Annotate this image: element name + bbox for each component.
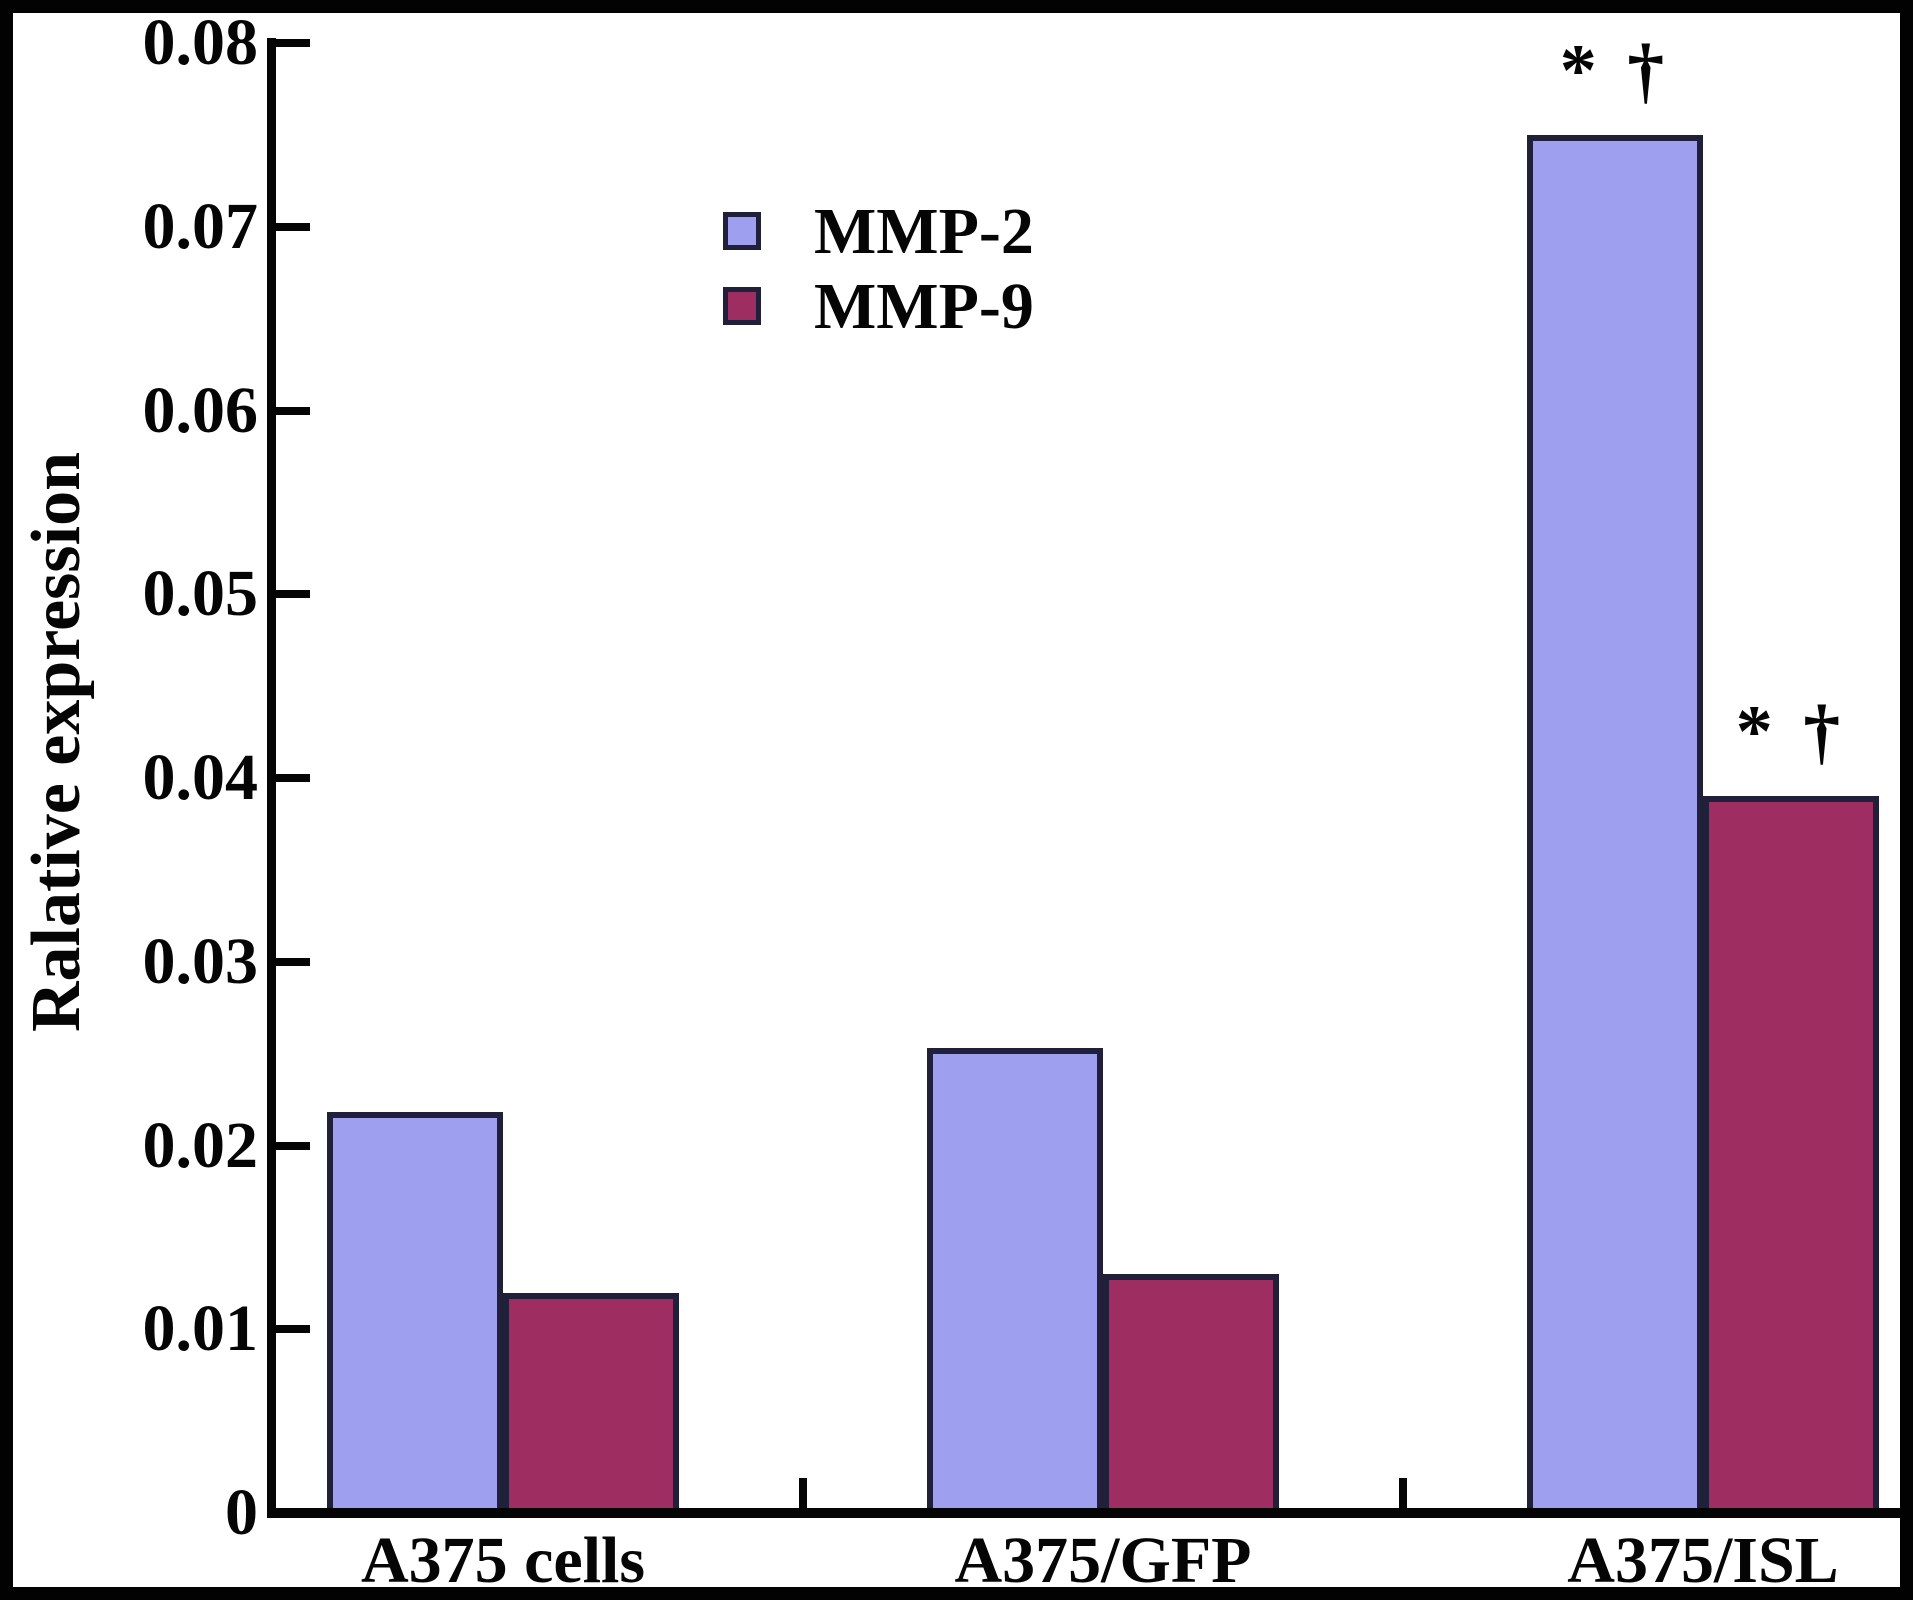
y-tick <box>274 590 310 599</box>
legend-label-mmp2: MMP-2 <box>814 195 1034 268</box>
legend-swatch-mmp9 <box>723 287 761 325</box>
y-tick-label: 0 <box>225 1476 258 1549</box>
y-tick <box>274 406 310 415</box>
y-tick <box>274 1325 310 1334</box>
bar-mmp-2-1 <box>927 1048 1103 1518</box>
significance-annotation: * † <box>1559 29 1671 112</box>
y-tick <box>274 957 310 966</box>
x-tick <box>1399 1478 1407 1513</box>
y-axis <box>267 38 276 1518</box>
y-tick-label: 0.02 <box>142 1108 259 1182</box>
y-tick-label: 0.08 <box>142 6 259 79</box>
x-axis <box>267 1508 1901 1518</box>
y-tick-label: 0.05 <box>142 557 259 631</box>
y-tick-label: 0.01 <box>142 1292 259 1366</box>
x-tick <box>799 1478 807 1513</box>
legend-swatch-mmp2 <box>723 212 761 250</box>
y-tick <box>274 774 310 782</box>
x-category-label: A375 cells <box>360 1524 646 1597</box>
y-tick-label: 0.04 <box>142 741 259 814</box>
bar-mmp-2-2 <box>1527 134 1703 1518</box>
bar-mmp-9-2 <box>1703 796 1879 1518</box>
y-tick <box>274 39 310 47</box>
x-category-label: A375/ISL <box>1567 1524 1839 1597</box>
bar-mmp-2-0 <box>327 1112 503 1518</box>
y-tick <box>274 222 310 231</box>
bar-mmp-9-0 <box>503 1292 679 1518</box>
bar-mmp-9-1 <box>1103 1274 1279 1518</box>
y-tick <box>274 1141 310 1150</box>
y-tick-label: 0.06 <box>142 373 259 447</box>
significance-annotation: * † <box>1735 691 1847 774</box>
y-tick-label: 0.03 <box>142 924 259 998</box>
legend-label-mmp9: MMP-9 <box>814 270 1034 343</box>
y-tick-label: 0.07 <box>142 189 259 263</box>
x-category-label: A375/GFP <box>954 1524 1252 1597</box>
